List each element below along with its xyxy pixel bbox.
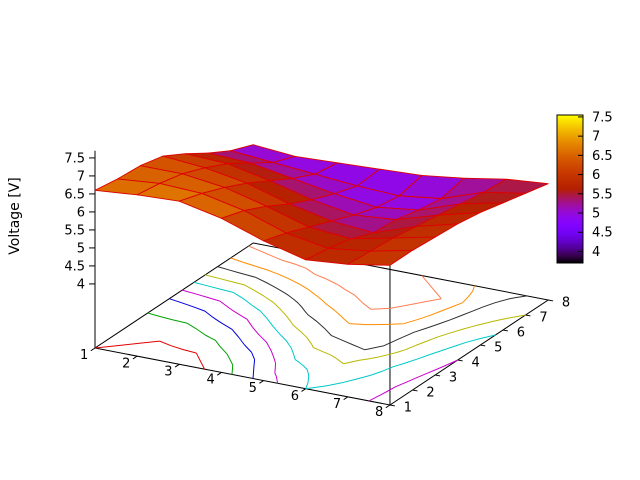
z-tick-label: 7.5 — [64, 151, 85, 166]
colorbar-tick-label: 6.5 — [592, 149, 613, 164]
contour-level-5.8 — [193, 281, 496, 390]
z-tick-label: 6 — [77, 205, 85, 220]
contour-level-6 — [182, 289, 459, 402]
x-tick-label: 3 — [164, 364, 172, 379]
contour-level-6.4 — [147, 312, 234, 375]
colorbar-tick-label: 7.5 — [592, 110, 613, 125]
z-tick-label: 5.5 — [64, 223, 85, 238]
y-tick-label: 2 — [426, 386, 434, 401]
z-tick-label: 4 — [77, 277, 85, 292]
y-tick-label: 8 — [562, 296, 570, 311]
x-tick-label: 4 — [206, 373, 214, 388]
colorbar-tick-label: 7 — [592, 130, 600, 145]
x-tick-label: 5 — [249, 381, 257, 396]
x-tick-label: 6 — [291, 389, 299, 404]
x-tick-label: 7 — [333, 397, 341, 412]
x-tick-label: 8 — [375, 405, 383, 420]
contour-level-5.6 — [205, 274, 526, 365]
colorbar: 4 4.5 5 5.5 6 6.5 7 7.5 — [556, 110, 613, 264]
z-tick-label: 7 — [77, 169, 85, 184]
colorbar-tick-label: 5 — [592, 207, 600, 222]
z-axis-title: Voltage [V] — [7, 177, 23, 255]
colorbar-rect — [556, 114, 584, 264]
colorbar-tick-label: 6 — [592, 168, 600, 183]
z-tick-label: 5 — [77, 241, 85, 256]
contour-level-5.4 — [217, 266, 528, 351]
y-tick-label: 5 — [494, 341, 502, 356]
y-tick-label: 4 — [472, 356, 480, 371]
y-tick-label: 3 — [449, 371, 457, 386]
contour-level-5.2 — [230, 257, 475, 326]
x-axis: 1 2 3 4 5 6 7 8 — [80, 347, 391, 420]
contour-level-5 — [248, 245, 442, 310]
y-tick-label: 6 — [517, 326, 525, 341]
y-tick-label: 7 — [539, 311, 547, 326]
z-axis: 4 4.5 5 5.5 6 6.5 7 7.5 — [64, 150, 96, 348]
colorbar-tick-label: 4.5 — [592, 226, 613, 241]
x-tick-label: 2 — [122, 356, 130, 371]
contour-level-6.6 — [94, 340, 206, 370]
x-tick-label: 1 — [80, 348, 88, 363]
contour-lines — [94, 245, 528, 402]
y-tick-label: 1 — [404, 401, 412, 416]
colorbar-tick-label: 4 — [592, 245, 600, 260]
z-tick-label: 6.5 — [64, 187, 85, 202]
contour-level-6.2 — [169, 298, 256, 379]
surface-mesh — [94, 144, 549, 266]
z-tick-label: 4.5 — [64, 259, 85, 274]
colorbar-tick-label: 5.5 — [592, 187, 613, 202]
